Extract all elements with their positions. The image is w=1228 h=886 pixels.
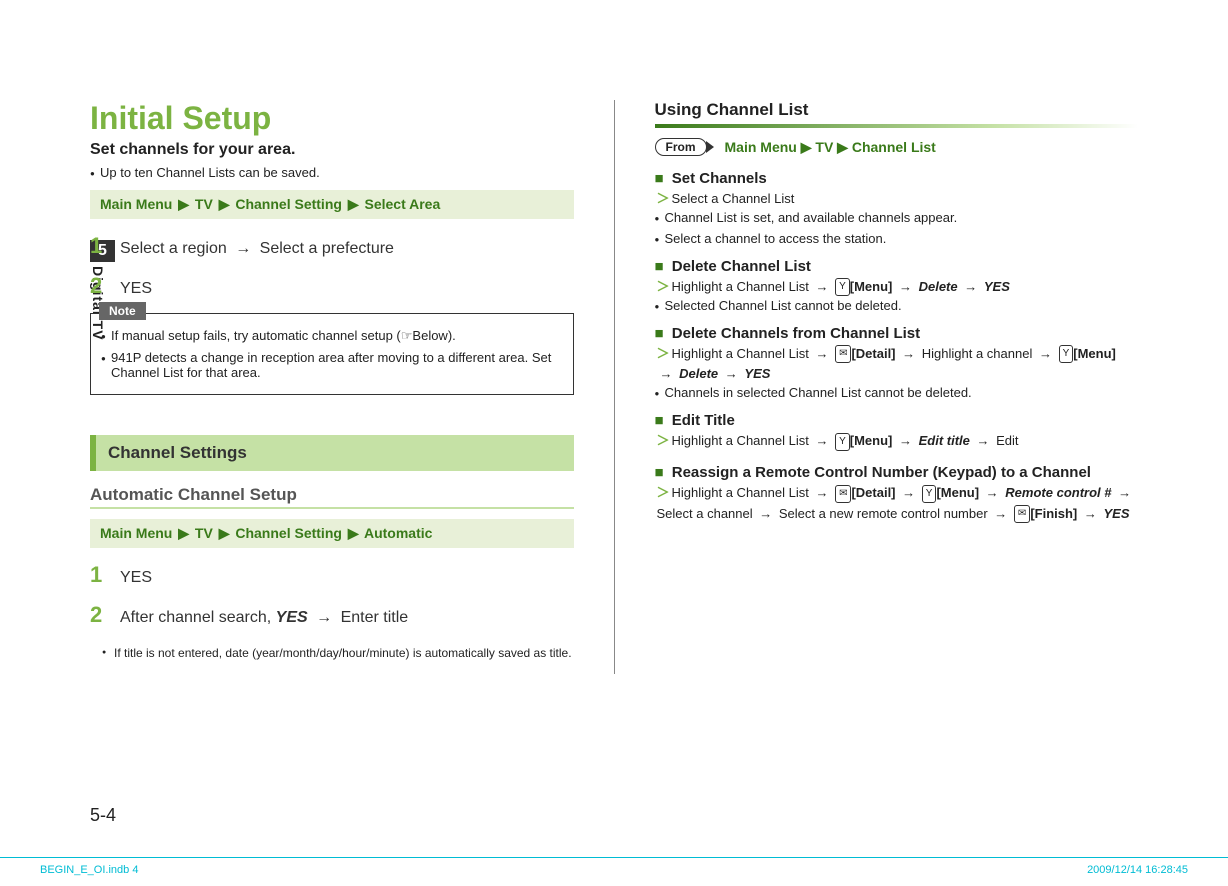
column-divider	[614, 100, 615, 674]
note-label: Note	[99, 302, 146, 320]
footer-timestamp: 2009/12/14 16:28:45	[1087, 864, 1188, 876]
step-text: Select a region → Select a prefecture	[120, 240, 394, 258]
breadcrumb-1: Main Menu ▶ TV ▶ Channel Setting ▶ Selec…	[90, 190, 574, 219]
sub-heading: Automatic Channel Setup	[90, 485, 574, 509]
note-bullet: If manual setup fails, try automatic cha…	[101, 328, 563, 344]
nav-item: Automatic	[364, 525, 432, 541]
intro-bullet: Up to ten Channel Lists can be saved.	[90, 165, 574, 180]
breadcrumb-2: Main Menu ▶ TV ▶ Channel Setting ▶ Autom…	[90, 519, 574, 548]
item-line: ＞Highlight a Channel List → ✉[Detail] → …	[655, 483, 1139, 525]
item-line: ＞Select a Channel List	[655, 189, 1139, 210]
item-title: ■ Delete Channel List	[655, 258, 1139, 275]
left-column: Initial Setup Set channels for your area…	[90, 100, 574, 674]
item-line: ＞Highlight a Channel List → Y[Menu] → Ed…	[655, 431, 1139, 452]
step-number: 1	[90, 233, 108, 259]
item-bullet: Channel List is set, and available chann…	[655, 210, 1139, 225]
footer-file: BEGIN_E_OI.indb 4	[40, 864, 138, 876]
step-text: YES	[120, 280, 152, 298]
step-text: YES	[120, 569, 152, 587]
heading-underline	[655, 124, 1139, 128]
step-number: 1	[90, 562, 108, 588]
step-sub-bullet: If title is not entered, date (year/mont…	[90, 646, 572, 660]
auto-step-2: 2 After channel search, YES → Enter titl…	[90, 602, 574, 660]
subtitle: Set channels for your area.	[90, 141, 574, 159]
right-column: Using Channel List From Main Menu ▶ TV ▶…	[655, 100, 1139, 674]
nav-item: Select Area	[364, 196, 440, 212]
item-title: ■ Set Channels	[655, 170, 1139, 187]
item-title: ■ Edit Title	[655, 412, 1139, 429]
from-badge: From	[655, 138, 707, 156]
step-1: 1 Select a region → Select a prefecture	[90, 233, 574, 259]
item-bullet: Select a channel to access the station.	[655, 231, 1139, 246]
nav-item: TV	[195, 525, 213, 541]
nav-item: Main Menu	[100, 525, 172, 541]
step-number: 2	[90, 273, 108, 299]
step-2: 2 YES	[90, 273, 574, 299]
from-row: From Main Menu ▶ TV ▶ Channel List	[655, 138, 1139, 156]
nav-item: Channel Setting	[235, 196, 342, 212]
step-number: 2	[90, 602, 108, 628]
item-title: ■ Delete Channels from Channel List	[655, 325, 1139, 342]
section-header: Channel Settings	[90, 435, 574, 471]
from-breadcrumb: Main Menu ▶ TV ▶ Channel List	[725, 139, 936, 156]
item-bullet: Selected Channel List cannot be deleted.	[655, 298, 1139, 313]
nav-item: Channel Setting	[235, 525, 342, 541]
print-footer: BEGIN_E_OI.indb 4 2009/12/14 16:28:45	[0, 857, 1228, 876]
note-bullet: 941P detects a change in reception area …	[101, 350, 563, 380]
right-heading: Using Channel List	[655, 100, 1139, 120]
item-line: ＞Highlight a Channel List → ✉[Detail] → …	[655, 344, 1139, 386]
item-bullet: Channels in selected Channel List cannot…	[655, 385, 1139, 400]
nav-item: TV	[195, 196, 213, 212]
main-title: Initial Setup	[90, 100, 574, 137]
auto-step-1: 1 YES	[90, 562, 574, 588]
step-text: After channel search, YES → Enter title	[120, 609, 408, 627]
nav-item: Main Menu	[100, 196, 172, 212]
item-line: ＞Highlight a Channel List → Y[Menu] → De…	[655, 277, 1139, 298]
note-box: Note If manual setup fails, try automati…	[90, 313, 574, 395]
page-number: 5-4	[90, 805, 116, 826]
item-title: ■ Reassign a Remote Control Number (Keyp…	[655, 464, 1139, 481]
